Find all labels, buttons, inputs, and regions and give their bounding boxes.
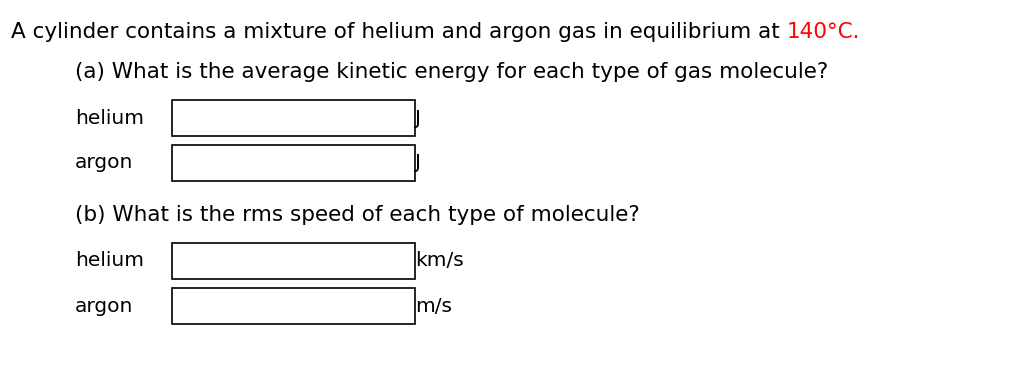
FancyBboxPatch shape [172,288,415,324]
Text: argon: argon [75,154,133,172]
FancyBboxPatch shape [172,100,415,136]
FancyBboxPatch shape [172,243,415,279]
Text: (a) What is the average kinetic energy for each type of gas molecule?: (a) What is the average kinetic energy f… [75,62,828,82]
Text: m/s: m/s [415,297,452,316]
Text: J: J [415,154,421,172]
Text: helium: helium [75,109,144,128]
Text: helium: helium [75,251,144,270]
Text: argon: argon [75,297,133,316]
Text: J: J [415,109,421,128]
Text: km/s: km/s [415,251,464,270]
Text: (b) What is the rms speed of each type of molecule?: (b) What is the rms speed of each type o… [75,205,639,225]
Text: A cylinder contains a mixture of helium and argon gas in equilibrium at: A cylinder contains a mixture of helium … [11,22,787,42]
FancyBboxPatch shape [172,145,415,181]
Text: 140°C.: 140°C. [787,22,860,42]
